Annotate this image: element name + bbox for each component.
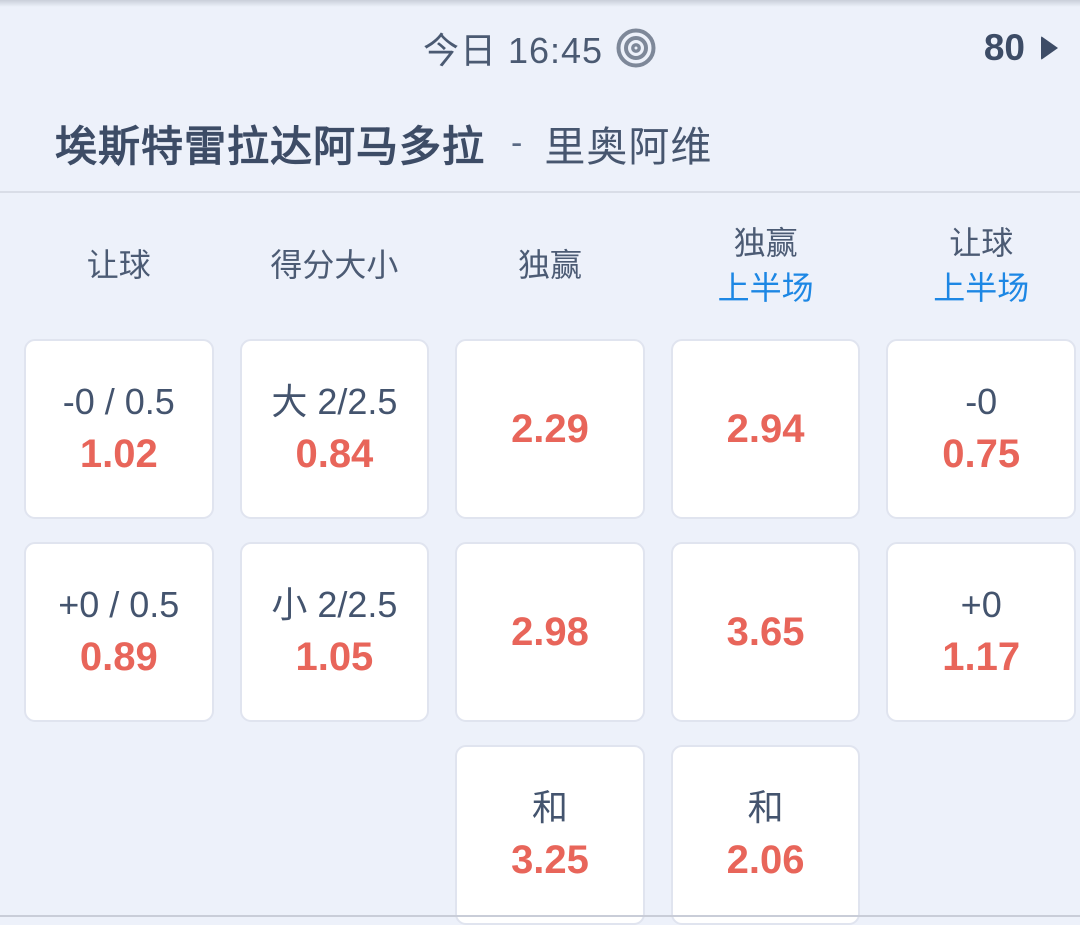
odds-cell-win-half-home[interactable]: 2.94	[670, 339, 861, 519]
header-handicap: 让球	[86, 247, 151, 284]
top-bar: 今日 16:45 80	[0, 0, 1080, 95]
bullseye-icon[interactable]	[615, 27, 657, 69]
match-time-label: 今日 16:45	[422, 29, 604, 71]
match-title[interactable]: 埃斯特雷拉达阿马多拉 - 里奥阿维	[0, 95, 1080, 191]
odds-cell-draw[interactable]: 和 3.25	[455, 745, 645, 925]
title-divider	[0, 191, 1080, 193]
odds-cell-win-away[interactable]: 2.98	[455, 542, 645, 722]
team-separator: -	[511, 123, 523, 162]
away-team-name: 里奥阿维	[544, 124, 713, 170]
market-header-row: 让球 得分大小 独赢 独赢 上半场 让球 上半场	[0, 193, 1080, 339]
odds-cell-handicap-half-home[interactable]: -0 0.75	[886, 339, 1076, 519]
odds-cell-under[interactable]: 小 2/2.5 1.05	[239, 542, 430, 722]
odds-cell-handicap-away[interactable]: +0 / 0.5 0.89	[24, 542, 214, 722]
odds-row-3: 和 3.25 和 2.06	[0, 745, 1080, 925]
chevron-right-icon	[1041, 35, 1058, 60]
odds-cell-over[interactable]: 大 2/2.5 0.84	[239, 339, 430, 519]
odds-cell-handicap-home[interactable]: -0 / 0.5 1.02	[24, 339, 214, 519]
odds-cell-win-half-away[interactable]: 3.65	[670, 542, 861, 722]
home-team-name: 埃斯特雷拉达阿马多拉	[55, 122, 486, 170]
markets-count: 80	[983, 26, 1025, 68]
more-markets-button[interactable]: 80	[984, 0, 1058, 95]
odds-row-2: +0 / 0.5 0.89 小 2/2.5 1.05 2.98 3.65 +0 …	[0, 542, 1080, 722]
match-time-group: 今日 16:45	[423, 22, 657, 74]
odds-cell-draw-half[interactable]: 和 2.06	[670, 745, 861, 925]
odds-row-1: -0 / 0.5 1.02 大 2/2.5 0.84 2.29 2.94 -0 …	[0, 339, 1080, 519]
odds-cell-win-home[interactable]: 2.29	[455, 339, 645, 519]
header-handicap-first-half: 让球 上半场	[933, 224, 1030, 306]
header-win-first-half: 独赢 上半场	[717, 224, 814, 306]
header-over-under: 得分大小	[270, 247, 399, 284]
header-win: 独赢	[517, 247, 582, 284]
odds-cell-handicap-half-away[interactable]: +0 1.17	[886, 542, 1076, 722]
